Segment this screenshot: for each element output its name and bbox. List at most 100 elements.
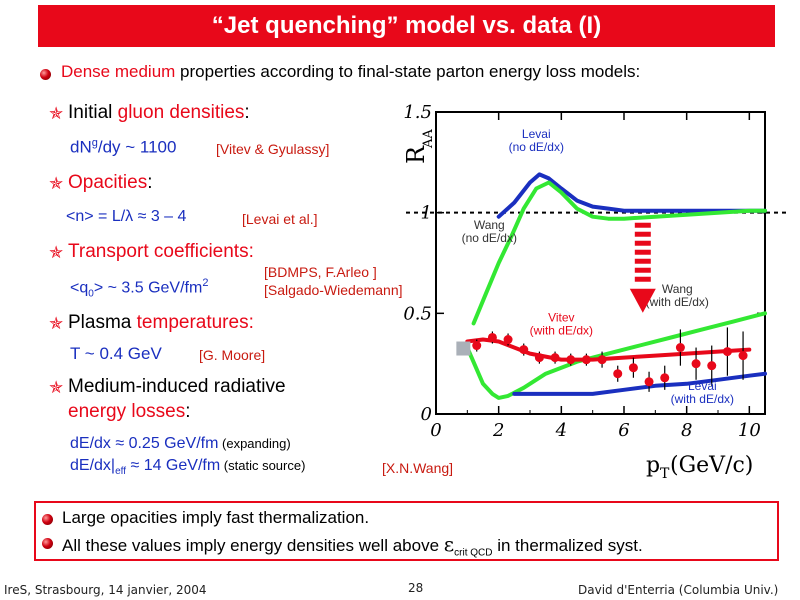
- data-point: [519, 345, 529, 355]
- transport-val-sup: 2: [202, 277, 209, 289]
- x-axis-label-unit: (GeV/c): [670, 453, 753, 478]
- radiative-v1: dE/dx ≈ 0.25 GeV/fm: [70, 435, 219, 452]
- gluon-label-c: :: [244, 102, 250, 123]
- data-point: [534, 353, 544, 363]
- summary-line-2a: All these values imply energy densities …: [62, 536, 444, 555]
- data-point: [628, 363, 638, 373]
- data-point: [503, 335, 513, 345]
- series-label: Wang: [662, 282, 693, 296]
- gluon-val-a: dN: [70, 137, 92, 157]
- data-point: [644, 377, 654, 387]
- plasma-label-b: temperatures:: [136, 312, 254, 333]
- gluon-label-b: gluon densities: [117, 102, 245, 123]
- series-label-sub: (no dE/dx): [509, 140, 564, 154]
- gluon-ref: [Vitev & Gyulassy]: [216, 141, 330, 157]
- y-tick-label: 1.5: [403, 102, 432, 123]
- summary-line-2b: in thermalized syst.: [492, 536, 643, 555]
- page-number: 28: [408, 581, 424, 595]
- radiative-value-2: dE/dx|eff ≈ 14 GeV/fm (static source): [70, 457, 305, 477]
- data-point: [675, 343, 685, 353]
- radiative-v2b: ≈ 14 GeV/fm: [126, 457, 221, 474]
- epsilon-symbol: ε: [443, 532, 455, 556]
- opacities-label: Opacities: [68, 172, 148, 193]
- radiative-v2-note: (static source): [220, 458, 306, 473]
- x-tick-label: 0: [430, 420, 441, 441]
- bullet-icon: [42, 514, 53, 525]
- data-point: [660, 373, 670, 383]
- transport-ref-1: [BDMPS, F.Arleo ]: [264, 264, 377, 280]
- plasma-value: T ~ 0.4 GeV: [70, 344, 162, 363]
- series-label: Wang: [474, 218, 505, 232]
- gluon-val-b: /dy ~ 1100: [97, 137, 177, 157]
- data-point: [738, 351, 748, 361]
- series-label: Levai: [688, 379, 717, 393]
- y-axis-label: R: [402, 145, 430, 164]
- summary-box: [34, 501, 779, 561]
- opacities-colon: :: [147, 172, 153, 193]
- plasma-ref: [G. Moore]: [199, 347, 266, 363]
- radiative-v2a: dE/dx|: [70, 457, 116, 474]
- series-line: [512, 371, 767, 396]
- gluon-heading: Initial gluon densities:: [68, 102, 250, 124]
- summary-line-1: Large opacities imply fast thermalizatio…: [62, 508, 370, 527]
- series-label: Levai: [522, 127, 551, 141]
- data-point: [581, 355, 591, 365]
- opacities-ref: [Levai et al.]: [242, 211, 318, 227]
- radiative-label-b: energy losses: [68, 401, 186, 422]
- transport-val-b: > ~ 3.5 GeV/fm: [93, 279, 203, 297]
- intro-line: Dense medium properties according to fin…: [61, 62, 640, 82]
- arrow-dash: [634, 276, 651, 282]
- arrow-dash: [634, 267, 651, 273]
- series-label-sub: (with dE/dx): [646, 295, 709, 309]
- series-line: [465, 311, 767, 400]
- gluon-val-sup: g: [91, 137, 98, 149]
- data-point: [722, 347, 732, 357]
- radiative-v2-sub: eff: [115, 466, 127, 478]
- radiative-v1-note: (expanding): [218, 436, 291, 451]
- radiative-value-1: dE/dx ≈ 0.25 GeV/fm (expanding): [70, 435, 291, 453]
- transport-val-sub: 0: [88, 288, 94, 300]
- transport-heading: Transport coefficients:: [68, 241, 254, 262]
- gluon-value: dNg/dy ~ 1100: [70, 137, 176, 158]
- y-axis-label-sub: AA: [421, 129, 436, 149]
- normalization-box: [456, 341, 471, 356]
- footer-right: David d'Enterria (Columbia Univ.): [578, 583, 779, 597]
- bullet-icon: [42, 538, 53, 549]
- plasma-heading: Plasma temperatures:: [68, 312, 254, 334]
- star-bullet-icon: ✯: [49, 174, 64, 193]
- arrow-dash: [634, 231, 651, 237]
- y-tick-label: 0.5: [403, 303, 432, 324]
- summary-line-2: All these values imply energy densities …: [62, 532, 643, 558]
- radiative-heading-1: Medium-induced radiative: [68, 376, 286, 397]
- series-line: [496, 172, 767, 219]
- data-point: [472, 341, 482, 351]
- radiative-ref: [X.N.Wang]: [382, 460, 454, 476]
- gluon-label-a: Initial: [68, 102, 118, 123]
- epsilon-subscript: crit QCD: [454, 547, 493, 559]
- transport-val-a: <q: [70, 279, 89, 297]
- data-point: [597, 355, 607, 365]
- x-axis-label: p: [646, 453, 660, 478]
- y-tick-label: 1: [421, 203, 432, 224]
- intro-text: properties according to final-state part…: [175, 62, 641, 81]
- footer-left: IreS, Strasbourg, 14 janvier, 2004: [4, 583, 207, 597]
- series-label-sub: (with dE/dx): [671, 392, 734, 406]
- arrow-dash: [634, 258, 651, 264]
- data-point: [566, 355, 576, 365]
- data-point: [487, 332, 497, 342]
- x-tick-label: 8: [681, 420, 692, 441]
- arrow-head-icon: [629, 288, 656, 313]
- slide-title: “Jet quenching” model vs. data (I): [38, 5, 775, 47]
- arrow-dash: [634, 249, 651, 255]
- plasma-label-a: Plasma: [68, 312, 137, 333]
- transport-ref-2: [Salgado-Wiedemann]: [264, 282, 403, 298]
- star-bullet-icon: ✯: [49, 243, 64, 262]
- x-tick-label: 4: [555, 420, 567, 441]
- arrow-dash: [634, 240, 651, 246]
- bullet-icon: [40, 69, 51, 80]
- opacities-value: <n> = L/λ ≈ 3 – 4: [66, 208, 187, 225]
- intro-highlight: Dense medium: [61, 62, 176, 81]
- data-point: [550, 353, 560, 363]
- data-point: [707, 361, 717, 371]
- data-point: [691, 359, 701, 369]
